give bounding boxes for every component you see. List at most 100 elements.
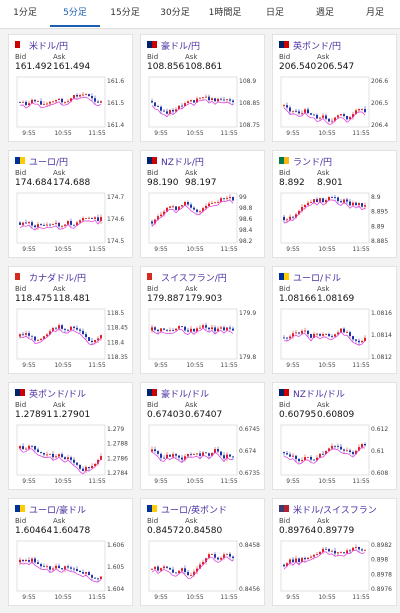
tab[interactable]: 15分足 [110,8,140,18]
pair-name[interactable]: 豪ドル/円 [161,42,201,52]
candle-body [187,571,189,576]
candle-body [319,551,321,555]
candle-body [193,328,195,332]
candle-body [292,216,294,218]
rate-card[interactable]: ユーロ/円 Bid Ask 174.684 174.688 174.7 174.6 174.5… [8,150,133,258]
candle-body [43,566,45,568]
candle-body [313,199,315,203]
candle-body [73,459,75,463]
mini-chart: 108.9 108.85 108.75 9:55 10:55 11:55 [148,76,260,137]
candle-body [322,334,324,336]
ask-label: Ask [185,401,198,409]
y-tick-label: 0.8978 [371,571,392,578]
rate-card[interactable]: 豪ドル/ドル Bid Ask 0.67403 0.67407 0.6745 0.674 0.6… [140,382,265,490]
candle-body [286,453,288,455]
tab[interactable]: 月足 [365,8,384,18]
ask-value: 1.08169 [317,294,355,304]
candle-body [160,106,162,111]
pair-name[interactable]: 米ドル/スイスフラン [293,506,377,516]
candle-body [94,463,96,467]
pair-name[interactable]: ランド/円 [293,158,333,168]
candle-body [226,454,228,459]
tab[interactable]: 1時間足 [208,8,242,18]
rate-card[interactable]: 米ドル/スイスフラン Bid Ask 0.89764 0.89779 0.8982 0.89… [272,498,397,606]
rate-card[interactable]: ユーロ/英ポンド Bid Ask 0.84572 0.84580 0.8458 0.8456… [140,498,265,606]
candle-body [100,217,102,221]
candle-body [283,452,285,454]
rate-card[interactable]: ユーロ/ドル Bid Ask 1.08166 1.08169 1.0816 1.0814 1.… [272,266,397,374]
pair-name[interactable]: 英ポンド/円 [293,42,342,52]
moving-average [19,96,102,109]
x-tick-label: 9:55 [286,130,300,137]
pair-name[interactable]: ユーロ/円 [29,158,69,168]
rate-card[interactable]: 英ポンド/ドル Bid Ask 1.27891 1.27901 1.279 1.2788 1.… [8,382,133,490]
pair-name[interactable]: NZドル/ドル [293,390,345,400]
y-tick-label: 0.8982 [371,542,392,549]
tab[interactable]: 5分足 [50,0,100,27]
candle-body [22,446,24,450]
x-tick-label: 11:55 [220,362,237,369]
candle-body [76,222,78,226]
pair-name[interactable]: ユーロ/ドル [293,274,342,284]
flag-icon [15,389,25,396]
candle-body [61,225,63,227]
candle-body [322,453,324,455]
rate-card[interactable]: NZドル/円 Bid Ask 98.190 98.197 99 98.8 98.6 98.4 98… [140,150,265,258]
candle-body [331,550,333,552]
candle-body [355,450,357,455]
flag-icon [15,157,25,164]
pair-name[interactable]: スイスフラン/円 [161,274,227,284]
candle-body [211,203,213,204]
rate-card[interactable]: 英ポンド/円 Bid Ask 206.540 206.547 206.6 206.5 206.… [272,34,397,142]
mini-chart: 0.8458 0.8456 9:55 10:55 11:55 [148,540,260,601]
candle-body [217,449,219,452]
tab[interactable]: 30分足 [160,8,190,18]
candle-body [292,559,294,563]
pair-name[interactable]: 豪ドル/ドル [161,390,210,400]
candle-body [304,204,306,207]
pair-name[interactable]: 米ドル/円 [29,42,69,52]
candle-body [307,557,309,560]
candle-body [313,333,315,338]
candle-body [340,446,342,450]
candle-body [37,101,39,102]
rate-card[interactable]: ユーロ/豪ドル Bid Ask 1.60464 1.60478 1.606 1.605 1.6… [8,498,133,606]
pair-name[interactable]: NZドル/円 [161,158,204,168]
candle-body [355,547,357,548]
rate-card[interactable]: スイスフラン/円 Bid Ask 179.887 179.903 179.9 179.8 9:… [140,266,265,374]
rate-card[interactable]: 米ドル/円 Bid Ask 161.492 161.494 161.6 161.5 161.4… [8,34,133,142]
x-tick-label: 10:55 [54,362,71,369]
candle-body [208,554,210,559]
candle-body [64,328,66,330]
pair-name[interactable]: カナダドル/円 [29,274,87,284]
pair-name[interactable]: ユーロ/英ポンド [161,506,228,516]
candle-body [46,454,48,456]
moving-average [151,199,234,227]
candle-body [52,568,54,570]
candle-body [187,330,189,332]
pair-name[interactable]: 英ポンド/ドル [29,390,87,400]
tab[interactable]: 1分足 [13,8,37,18]
candle-body [43,104,45,105]
candle-body [334,117,336,121]
candle-body [52,101,54,103]
candle-body [76,327,78,330]
candle-body [196,568,198,572]
rate-card[interactable]: NZドル/ドル Bid Ask 0.60795 0.60809 0.612 0.61 0.60… [272,382,397,490]
rate-card[interactable]: ランド/円 Bid Ask 8.892 8.901 8.9 8.895 8.89 8.885 9:… [272,150,397,258]
candle-body [346,116,348,120]
candle-body [352,202,354,206]
candle-body [340,552,342,554]
candle-body [28,103,30,105]
tab[interactable]: 日足 [265,8,284,18]
tab[interactable]: 週足 [315,8,334,18]
candle-body [94,577,96,579]
candle-body [40,101,42,105]
candle-body [100,335,102,339]
y-tick-label: 0.674 [239,448,256,455]
rate-card[interactable]: 豪ドル/円 Bid Ask 108.856 108.861 108.9 108.85 108.… [140,34,265,142]
rate-card[interactable]: カナダドル/円 Bid Ask 118.475 118.481 118.5 118.45 11… [8,266,133,374]
candle-body [163,211,165,215]
pair-name[interactable]: ユーロ/豪ドル [29,506,87,516]
candle-body [232,328,234,331]
